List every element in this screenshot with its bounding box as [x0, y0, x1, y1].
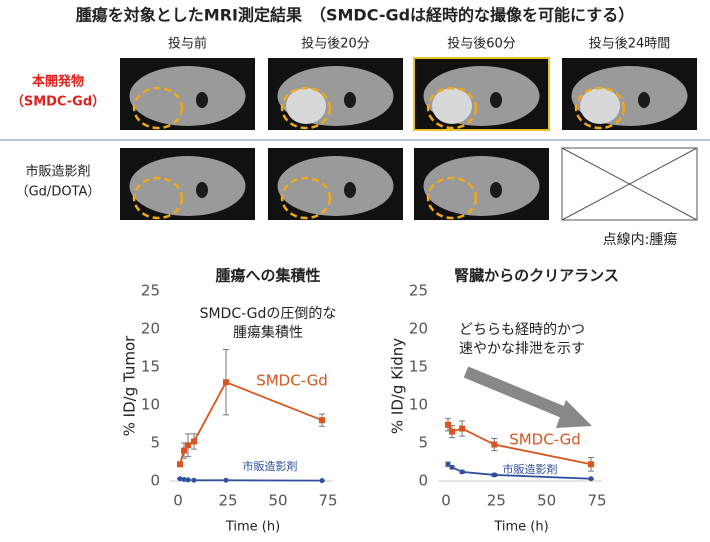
tumor-enhanced [432, 88, 472, 124]
tumor-enhanced [286, 88, 326, 124]
tumor-outline [132, 176, 184, 220]
x-tick-label: 0 [173, 492, 183, 510]
marker [587, 461, 594, 468]
series-label: 市販造影剤 [243, 459, 298, 473]
x-tick-label: 75 [587, 492, 606, 510]
x-tick-label: 50 [268, 492, 287, 510]
annotation: SMDC-Gdの圧倒的な [200, 306, 337, 322]
arrow-head [556, 400, 592, 428]
mri-body [129, 156, 246, 216]
tumor-outline [132, 86, 184, 130]
y-axis-label: % ID/g Kidny [389, 338, 407, 434]
y-tick-label: 15 [409, 358, 428, 376]
column-label: 投与後20分 [301, 36, 370, 52]
y-tick-label: 15 [141, 358, 160, 376]
x-tick-label: 50 [537, 492, 556, 510]
y-tick-label: 0 [150, 472, 160, 490]
y-tick-label: 25 [409, 282, 428, 300]
chart-title: 腎臓からのクリアランス [454, 267, 619, 285]
marker [319, 417, 325, 424]
mri-body [129, 66, 246, 126]
marker [491, 441, 498, 448]
row-label: 本開発物 [32, 74, 84, 90]
column-label: 投与前 [168, 36, 207, 52]
mri-organ [490, 92, 502, 108]
arrow [463, 366, 573, 421]
mri-organ [490, 182, 502, 198]
column-label: 投与後24時間 [589, 36, 671, 52]
marker [191, 438, 197, 445]
x-axis-label: Time (h) [225, 520, 280, 535]
y-axis-label: % ID/g Tumor [121, 335, 139, 437]
mri-organ [638, 92, 650, 108]
y-tick-label: 25 [141, 282, 160, 300]
row-label: （Gd/DOTA） [16, 185, 101, 200]
marker [185, 477, 191, 483]
tumor-enhanced [580, 88, 620, 124]
y-tick-label: 0 [418, 472, 428, 490]
placeholder-cross [561, 147, 698, 221]
mri-body [277, 156, 394, 216]
annotation: どちらも経時的かつ [459, 322, 585, 338]
marker [588, 476, 594, 482]
row-label: （SMDC-Gd） [11, 94, 105, 110]
marker [191, 477, 197, 483]
marker [185, 442, 191, 449]
tumor-outline [426, 176, 478, 220]
tumor-outline [280, 176, 332, 220]
y-tick-label: 20 [409, 320, 428, 338]
marker [181, 447, 187, 454]
marker [459, 425, 466, 432]
series-line [179, 381, 323, 465]
mri-organ [344, 182, 356, 198]
tumor-outline [574, 86, 626, 130]
marker [445, 421, 452, 428]
note: 点線内:腫瘍 [603, 231, 678, 248]
marker [449, 464, 455, 470]
x-tick-label: 0 [441, 492, 451, 510]
marker [449, 428, 456, 435]
y-tick-label: 10 [409, 396, 428, 414]
marker [223, 379, 229, 386]
mri-body [423, 156, 540, 216]
y-tick-label: 10 [141, 396, 160, 414]
column-label: 投与後60分 [447, 36, 516, 52]
x-tick-label: 25 [218, 492, 237, 510]
annotation: 腫瘍集積性 [233, 324, 303, 341]
tumor-outline [280, 86, 332, 130]
annotation: 速やかな排泄を示す [459, 341, 585, 357]
series-label: SMDC-Gd [256, 372, 328, 390]
figure-title: 腫瘍を対象としたMRI測定結果 （SMDC-Gdは経時的な撮像を可能にする） [76, 6, 634, 25]
marker [459, 469, 465, 475]
mri-organ [344, 92, 356, 108]
marker [319, 478, 325, 484]
row-label: 市販造影剤 [25, 164, 90, 180]
marker [491, 472, 497, 478]
mri-organ [196, 182, 208, 198]
series-line [179, 477, 323, 482]
series-label: 市販造影剤 [503, 462, 558, 476]
x-axis-label: Time (h) [493, 520, 548, 535]
y-tick-label: 5 [150, 434, 160, 452]
series-label: SMDC-Gd [509, 431, 581, 449]
marker [177, 461, 183, 468]
x-tick-label: 25 [487, 492, 506, 510]
mri-organ [196, 92, 208, 108]
y-tick-label: 20 [141, 320, 160, 338]
chart-title: 腫瘍への集積性 [215, 267, 320, 285]
marker [223, 477, 229, 483]
y-tick-label: 5 [418, 434, 428, 452]
x-tick-label: 75 [318, 492, 337, 510]
tumor-outline [426, 86, 478, 130]
